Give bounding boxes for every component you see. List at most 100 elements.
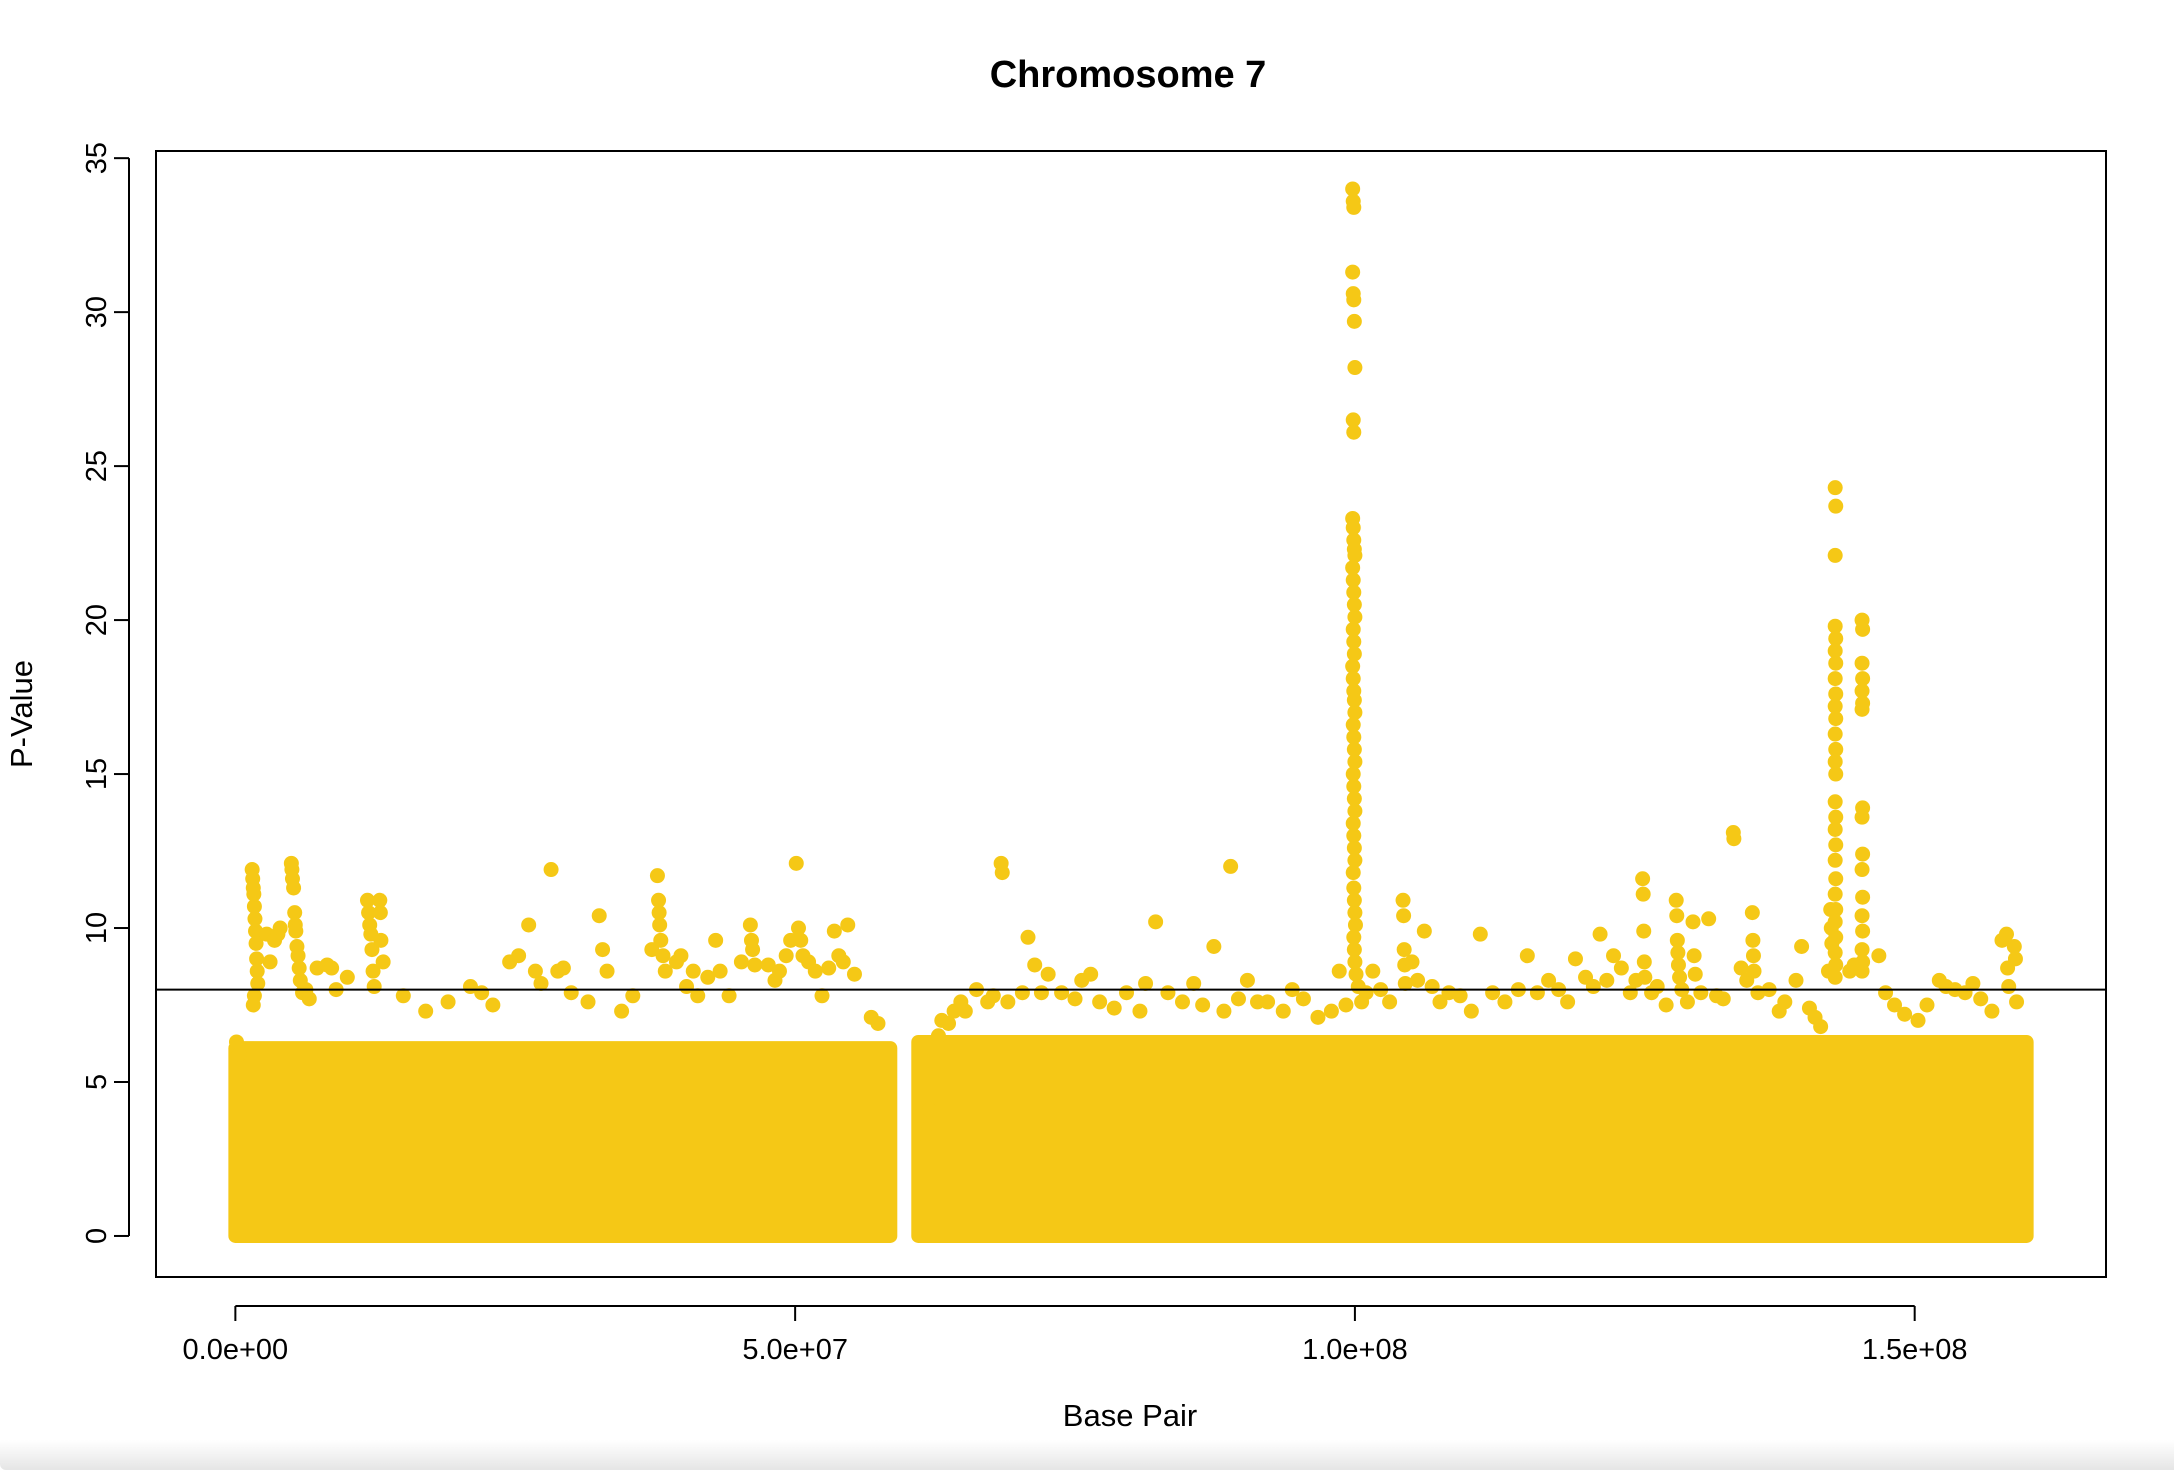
y-tick-label: 20 xyxy=(81,604,113,636)
data-point xyxy=(1827,480,1843,496)
data-point xyxy=(1485,985,1501,1001)
data-point xyxy=(1794,938,1810,954)
x-tick-label: 1.5e+08 xyxy=(1862,1334,1968,1366)
data-point xyxy=(652,917,668,933)
x-tick-label: 5.0e+07 xyxy=(742,1334,848,1366)
data-point xyxy=(1452,988,1468,1004)
data-point xyxy=(1067,991,1083,1007)
data-point xyxy=(1463,1003,1479,1019)
data-point xyxy=(1346,828,1362,844)
data-point xyxy=(246,898,262,914)
data-point xyxy=(1965,975,1981,991)
data-point xyxy=(747,957,763,973)
data-point xyxy=(1871,948,1887,964)
data-point xyxy=(733,954,749,970)
plot-frame xyxy=(155,150,2107,1278)
data-point xyxy=(1613,960,1629,976)
data-point xyxy=(1216,1003,1232,1019)
data-point xyxy=(1346,199,1362,215)
data-point xyxy=(1827,886,1843,902)
data-point xyxy=(1592,926,1608,942)
data-point xyxy=(1828,871,1844,887)
data-point xyxy=(649,868,665,884)
data-point xyxy=(1186,975,1202,991)
data-point xyxy=(1410,972,1426,988)
data-point xyxy=(708,932,724,948)
data-point xyxy=(1346,646,1362,662)
data-point xyxy=(373,932,389,948)
data-point xyxy=(1174,994,1190,1010)
data-point xyxy=(1033,985,1049,1001)
data-point xyxy=(1346,292,1362,308)
data-point xyxy=(1854,655,1870,671)
data-point xyxy=(1345,264,1361,280)
data-point xyxy=(1670,945,1686,961)
data-point xyxy=(1567,951,1583,967)
data-point xyxy=(1636,923,1652,939)
data-point xyxy=(1854,862,1870,878)
data-point xyxy=(324,960,340,976)
data-point xyxy=(957,1003,973,1019)
x-tick-label: 0.0e+00 xyxy=(183,1334,289,1366)
data-point xyxy=(1040,966,1056,982)
data-point xyxy=(1345,621,1361,637)
data-point xyxy=(1347,954,1363,970)
data-point xyxy=(1827,754,1843,770)
data-point xyxy=(301,991,317,1007)
data-point xyxy=(1855,889,1871,905)
data-point xyxy=(994,865,1010,881)
data-point xyxy=(1827,945,1843,961)
data-point xyxy=(1637,969,1653,985)
data-point xyxy=(771,963,787,979)
data-point xyxy=(1206,938,1222,954)
data-point xyxy=(870,1015,886,1031)
data-point xyxy=(1828,902,1844,918)
data-point xyxy=(1606,948,1622,964)
data-point xyxy=(1855,671,1871,687)
data-point xyxy=(742,917,758,933)
data-point xyxy=(1910,1012,1926,1028)
data-point xyxy=(339,969,355,985)
data-point xyxy=(1020,929,1036,945)
data-point xyxy=(1345,815,1361,831)
data-point xyxy=(644,942,660,958)
data-point xyxy=(1745,948,1761,964)
x-tick-label: 1.0e+08 xyxy=(1302,1334,1408,1366)
data-point xyxy=(1715,991,1731,1007)
data-point xyxy=(1027,957,1043,973)
data-point xyxy=(1106,1000,1122,1016)
data-point xyxy=(365,963,381,979)
data-point xyxy=(1854,683,1870,699)
data-point xyxy=(1635,871,1651,887)
data-point xyxy=(657,963,673,979)
data-point xyxy=(1345,520,1361,536)
data-point xyxy=(1828,837,1844,853)
data-point xyxy=(1744,905,1760,921)
data-point xyxy=(246,886,262,902)
y-tick-label: 10 xyxy=(81,912,113,944)
data-point xyxy=(1649,979,1665,995)
data-point xyxy=(2001,979,2017,995)
data-point xyxy=(1599,972,1615,988)
data-point xyxy=(1346,840,1362,856)
data-point xyxy=(1396,942,1412,958)
data-point xyxy=(985,988,1001,1004)
data-point xyxy=(1828,809,1844,825)
data-point xyxy=(1346,597,1362,613)
data-point xyxy=(1054,985,1070,1001)
data-point xyxy=(1346,778,1362,794)
data-point xyxy=(1887,997,1903,1013)
data-point xyxy=(1636,954,1652,970)
data-point xyxy=(485,997,501,1013)
data-point xyxy=(1310,1009,1326,1025)
data-point xyxy=(1827,643,1843,659)
data-point xyxy=(840,917,856,933)
data-point xyxy=(580,994,596,1010)
data-point xyxy=(1854,942,1870,958)
data-point xyxy=(1670,957,1686,973)
data-point xyxy=(1345,658,1361,674)
data-point xyxy=(290,948,306,964)
data-point xyxy=(1119,985,1135,1001)
data-point xyxy=(361,905,377,921)
